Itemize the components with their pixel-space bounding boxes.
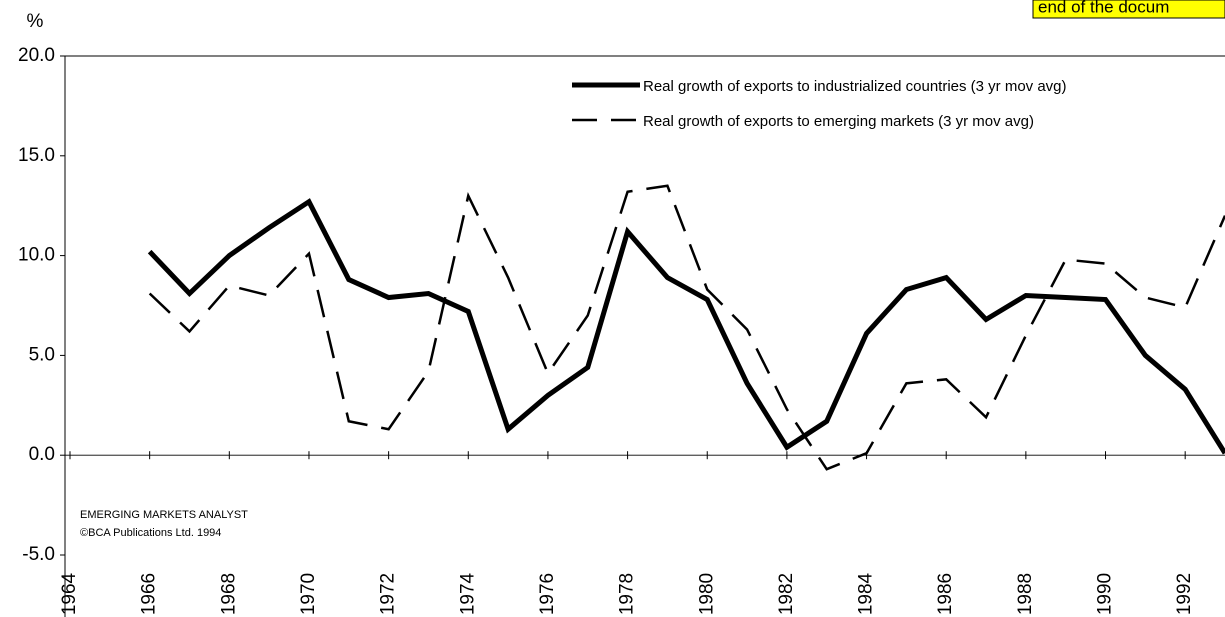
note: ©BCA Publications Ltd. 1994: [80, 527, 221, 539]
x-tick-label: 1988: [1015, 573, 1036, 615]
x-tick-label: 1984: [856, 572, 877, 615]
x-tick-label: 1966: [139, 573, 160, 615]
x-tick-label: 1972: [378, 573, 399, 615]
annotation-box: [1032, 0, 1225, 19]
annotation: end of the docum: [1038, 0, 1169, 16]
series-line: [148, 184, 1225, 471]
y-tick-label: 10.0: [18, 245, 55, 266]
x-tick-label: 1964: [59, 572, 80, 615]
legend-label: Real growth of exports to industrialized…: [643, 78, 1067, 95]
x-tick-label: 1986: [935, 573, 956, 615]
x-tick-label: 1992: [1174, 573, 1195, 615]
y-tick-label: 0.0: [29, 444, 55, 465]
y-tick-label: 20.0: [18, 45, 55, 66]
series-line: [147, 198, 1225, 455]
x-tick-label: 1980: [696, 573, 717, 615]
y-tick-label: -5.0: [22, 544, 55, 565]
y-tick-label: 5.0: [29, 344, 55, 365]
x-tick-label: 1974: [457, 572, 478, 615]
legend-label: Real growth of exports to emerging marke…: [643, 113, 1034, 130]
y-axis-label: %: [27, 11, 44, 32]
x-tick-label: 1982: [776, 573, 797, 615]
y-tick-label: 15.0: [18, 145, 55, 166]
x-tick-label: 1990: [1095, 573, 1116, 615]
x-tick-label: 1976: [537, 573, 558, 615]
note: EMERGING MARKETS ANALYST: [80, 509, 248, 521]
x-tick-label: 1978: [617, 573, 638, 615]
x-tick-label: 1968: [218, 573, 239, 615]
x-tick-label: 1970: [298, 573, 319, 615]
